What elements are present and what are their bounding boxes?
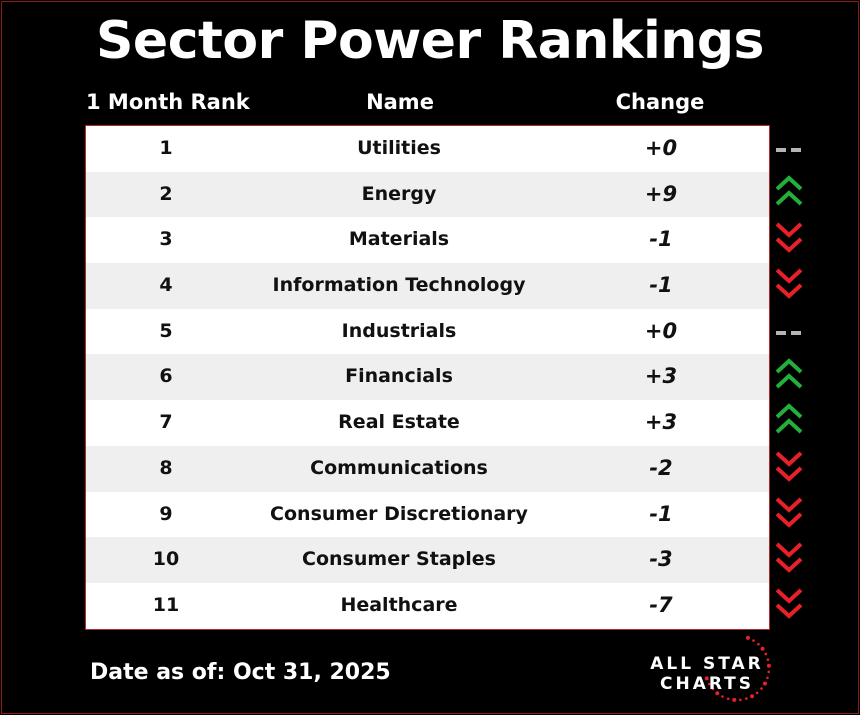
table-row: 7 Real Estate +3 xyxy=(86,400,769,446)
sector-name-cell: Real Estate xyxy=(338,411,460,434)
double-chevron-down-icon xyxy=(772,446,808,492)
flat-dash-icon xyxy=(772,126,808,172)
table-row: 3 Materials -1 xyxy=(86,217,769,263)
column-header-change: Change xyxy=(615,90,705,114)
change-cell: +9 xyxy=(644,181,678,206)
sector-name-cell: Consumer Staples xyxy=(302,548,496,571)
as-of-date: Date as of: Oct 31, 2025 xyxy=(90,660,391,685)
table-row: 4 Information Technology -1 xyxy=(86,263,769,309)
rank-cell: 1 xyxy=(159,137,173,159)
sector-name-cell: Healthcare xyxy=(340,593,458,616)
change-cell: -3 xyxy=(649,547,673,572)
double-chevron-up-icon xyxy=(772,355,808,401)
sector-name-cell: Information Technology xyxy=(272,274,526,297)
change-cell: -1 xyxy=(649,227,673,252)
sector-name-cell: Materials xyxy=(348,228,450,251)
change-cell: +0 xyxy=(644,136,678,160)
column-header-name: Name xyxy=(366,90,434,114)
sector-name-cell: Utilities xyxy=(357,137,441,159)
change-cell: +3 xyxy=(644,364,678,389)
rank-cell: 9 xyxy=(159,502,173,525)
logo-star-ring-icon xyxy=(704,635,771,702)
change-cell: +3 xyxy=(644,410,678,435)
table-row: 10 Consumer Staples -3 xyxy=(86,537,769,583)
double-chevron-down-icon xyxy=(772,263,808,309)
sector-name-cell: Energy xyxy=(361,182,437,205)
change-cell: -1 xyxy=(649,273,673,298)
sector-name-cell: Communications xyxy=(310,456,488,479)
rank-cell: 8 xyxy=(159,456,173,479)
logo-text-line1: ALL STAR xyxy=(650,654,764,674)
double-chevron-up-icon xyxy=(772,172,808,218)
table-row: 5 Industrials +0 xyxy=(86,309,769,355)
table-row: 1 Utilities +0 xyxy=(86,126,769,172)
rank-cell: 7 xyxy=(159,411,173,434)
table-row: 11 Healthcare -7 xyxy=(86,583,769,629)
table-row: 9 Consumer Discretionary -1 xyxy=(86,492,769,538)
change-cell: -7 xyxy=(649,592,673,617)
sector-name-cell: Industrials xyxy=(341,319,457,342)
page-title: Sector Power Rankings xyxy=(95,11,765,71)
table-row: 2 Energy +9 xyxy=(86,171,769,218)
change-cell: +0 xyxy=(644,318,678,343)
rankings-table: 1 Utilities +0 2 Energy +9 3 Materials -… xyxy=(85,125,770,630)
rank-cell: 11 xyxy=(152,593,180,616)
logo-text-line2: CHARTS xyxy=(659,674,755,694)
sector-name-cell: Consumer Discretionary xyxy=(270,502,528,525)
rank-cell: 2 xyxy=(159,182,173,205)
double-chevron-down-icon xyxy=(772,217,808,263)
change-cell: -2 xyxy=(649,455,673,480)
double-chevron-down-icon xyxy=(772,583,808,629)
double-chevron-up-icon xyxy=(772,400,808,446)
rank-cell: 10 xyxy=(152,548,180,571)
flat-dash-icon xyxy=(772,309,808,355)
double-chevron-down-icon xyxy=(772,492,808,538)
sector-name-cell: Financials xyxy=(345,365,453,388)
brand-logo: ALL STAR CHARTS xyxy=(632,630,782,710)
rank-cell: 4 xyxy=(159,274,173,297)
double-chevron-down-icon xyxy=(772,537,808,583)
table-row: 6 Financials +3 xyxy=(86,354,769,401)
rank-cell: 5 xyxy=(159,319,173,342)
rank-cell: 6 xyxy=(159,365,173,388)
rank-cell: 3 xyxy=(159,228,173,251)
column-header-rank: 1 Month Rank xyxy=(86,90,250,114)
change-cell: -1 xyxy=(649,501,673,526)
table-row: 8 Communications -2 xyxy=(86,445,769,492)
